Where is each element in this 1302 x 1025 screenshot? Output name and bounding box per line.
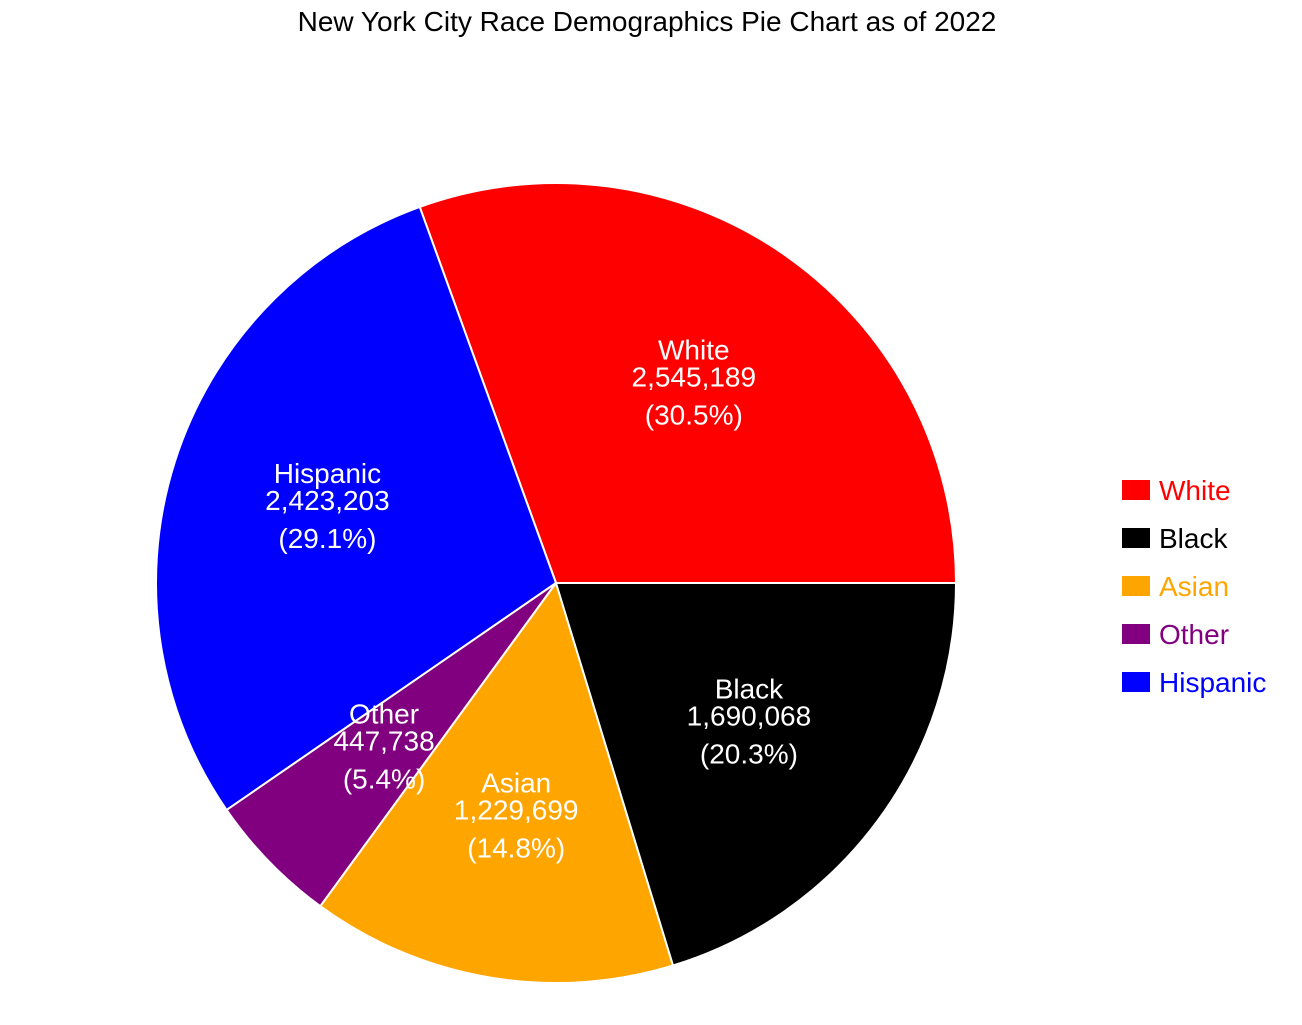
slice-value-asian: 1,229,699 <box>454 795 579 826</box>
legend-label-asian: Asian <box>1159 571 1229 602</box>
slice-percent-other: (5.4%) <box>343 763 425 794</box>
slice-value-hispanic: 2,423,203 <box>265 485 390 516</box>
pie-slice-hispanic <box>155 205 558 812</box>
slice-percent-hispanic: (29.1%) <box>278 523 376 554</box>
slice-value-white: 2,545,189 <box>632 362 757 393</box>
slice-label-black: Black <box>715 674 784 705</box>
legend-label-hispanic: Hispanic <box>1159 667 1266 698</box>
chart-title: New York City Race Demographics Pie Char… <box>298 6 997 37</box>
legend-swatch-hispanic <box>1122 672 1150 692</box>
legend-swatch-other <box>1122 624 1150 644</box>
slice-value-black: 1,690,068 <box>687 701 812 732</box>
slice-percent-black: (20.3%) <box>700 739 798 770</box>
legend-label-other: Other <box>1159 619 1229 650</box>
legend-label-white: White <box>1159 475 1231 506</box>
slice-value-other: 447,738 <box>333 725 434 756</box>
pie-slice-black <box>554 582 958 967</box>
legend-swatch-black <box>1122 528 1150 548</box>
slice-label-other: Other <box>349 698 419 729</box>
slice-percent-asian: (14.8%) <box>467 833 565 864</box>
slice-percent-white: (30.5%) <box>645 400 743 431</box>
chart-legend: White Black Asian Other Hispanic <box>1122 475 1266 698</box>
slice-label-white: White <box>658 335 730 366</box>
pie-slice-asian <box>318 580 675 984</box>
slice-label-asian: Asian <box>481 768 551 799</box>
pie-slices <box>155 182 958 984</box>
pie-slice-other <box>225 582 557 908</box>
legend-swatch-asian <box>1122 576 1150 596</box>
slice-label-hispanic: Hispanic <box>274 458 381 489</box>
legend-label-black: Black <box>1159 523 1228 554</box>
legend-swatch-white <box>1122 480 1150 500</box>
pie-slice-white <box>418 182 958 584</box>
